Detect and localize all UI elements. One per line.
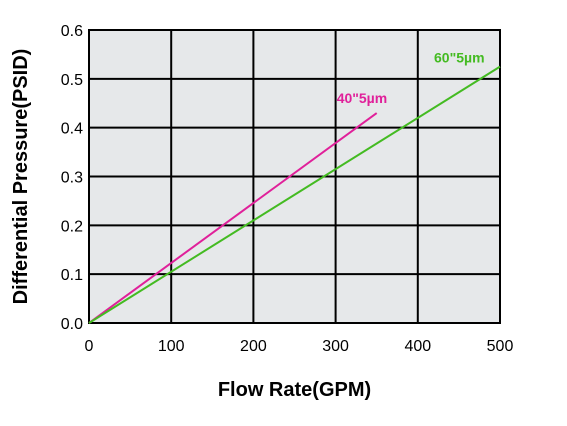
series-label: 40"5µm <box>337 90 388 106</box>
series-label: 60"5µm <box>434 50 485 66</box>
x-tick-label: 100 <box>158 338 185 355</box>
grid <box>89 30 500 323</box>
y-tick-label: 0.3 <box>61 170 83 187</box>
y-tick-label: 0.1 <box>61 267 83 284</box>
x-tick-label: 500 <box>487 338 514 355</box>
x-tick-label: 0 <box>85 338 94 355</box>
x-tick-label: 300 <box>322 338 349 355</box>
series-line <box>88 65 501 324</box>
x-axis-ticks: 0 100 200 300 400 500 <box>85 338 514 355</box>
x-tick-label: 400 <box>404 338 431 355</box>
y-axis-title: Differential Pressure(PSID) <box>10 49 32 305</box>
x-tick-label: 200 <box>240 338 267 355</box>
y-tick-label: 0.6 <box>61 23 83 40</box>
y-tick-label: 0.4 <box>61 121 83 138</box>
y-axis-ticks: 0.0 0.1 0.2 0.3 0.4 0.5 0.6 <box>61 23 83 333</box>
series-line <box>88 112 378 324</box>
y-tick-label: 0.5 <box>61 72 83 89</box>
y-tick-label: 0.2 <box>61 218 83 235</box>
y-tick-label: 0.0 <box>61 316 83 333</box>
x-axis-title: Flow Rate(GPM) <box>218 379 371 401</box>
series-group: 40"5µm 60"5µm <box>88 50 501 324</box>
